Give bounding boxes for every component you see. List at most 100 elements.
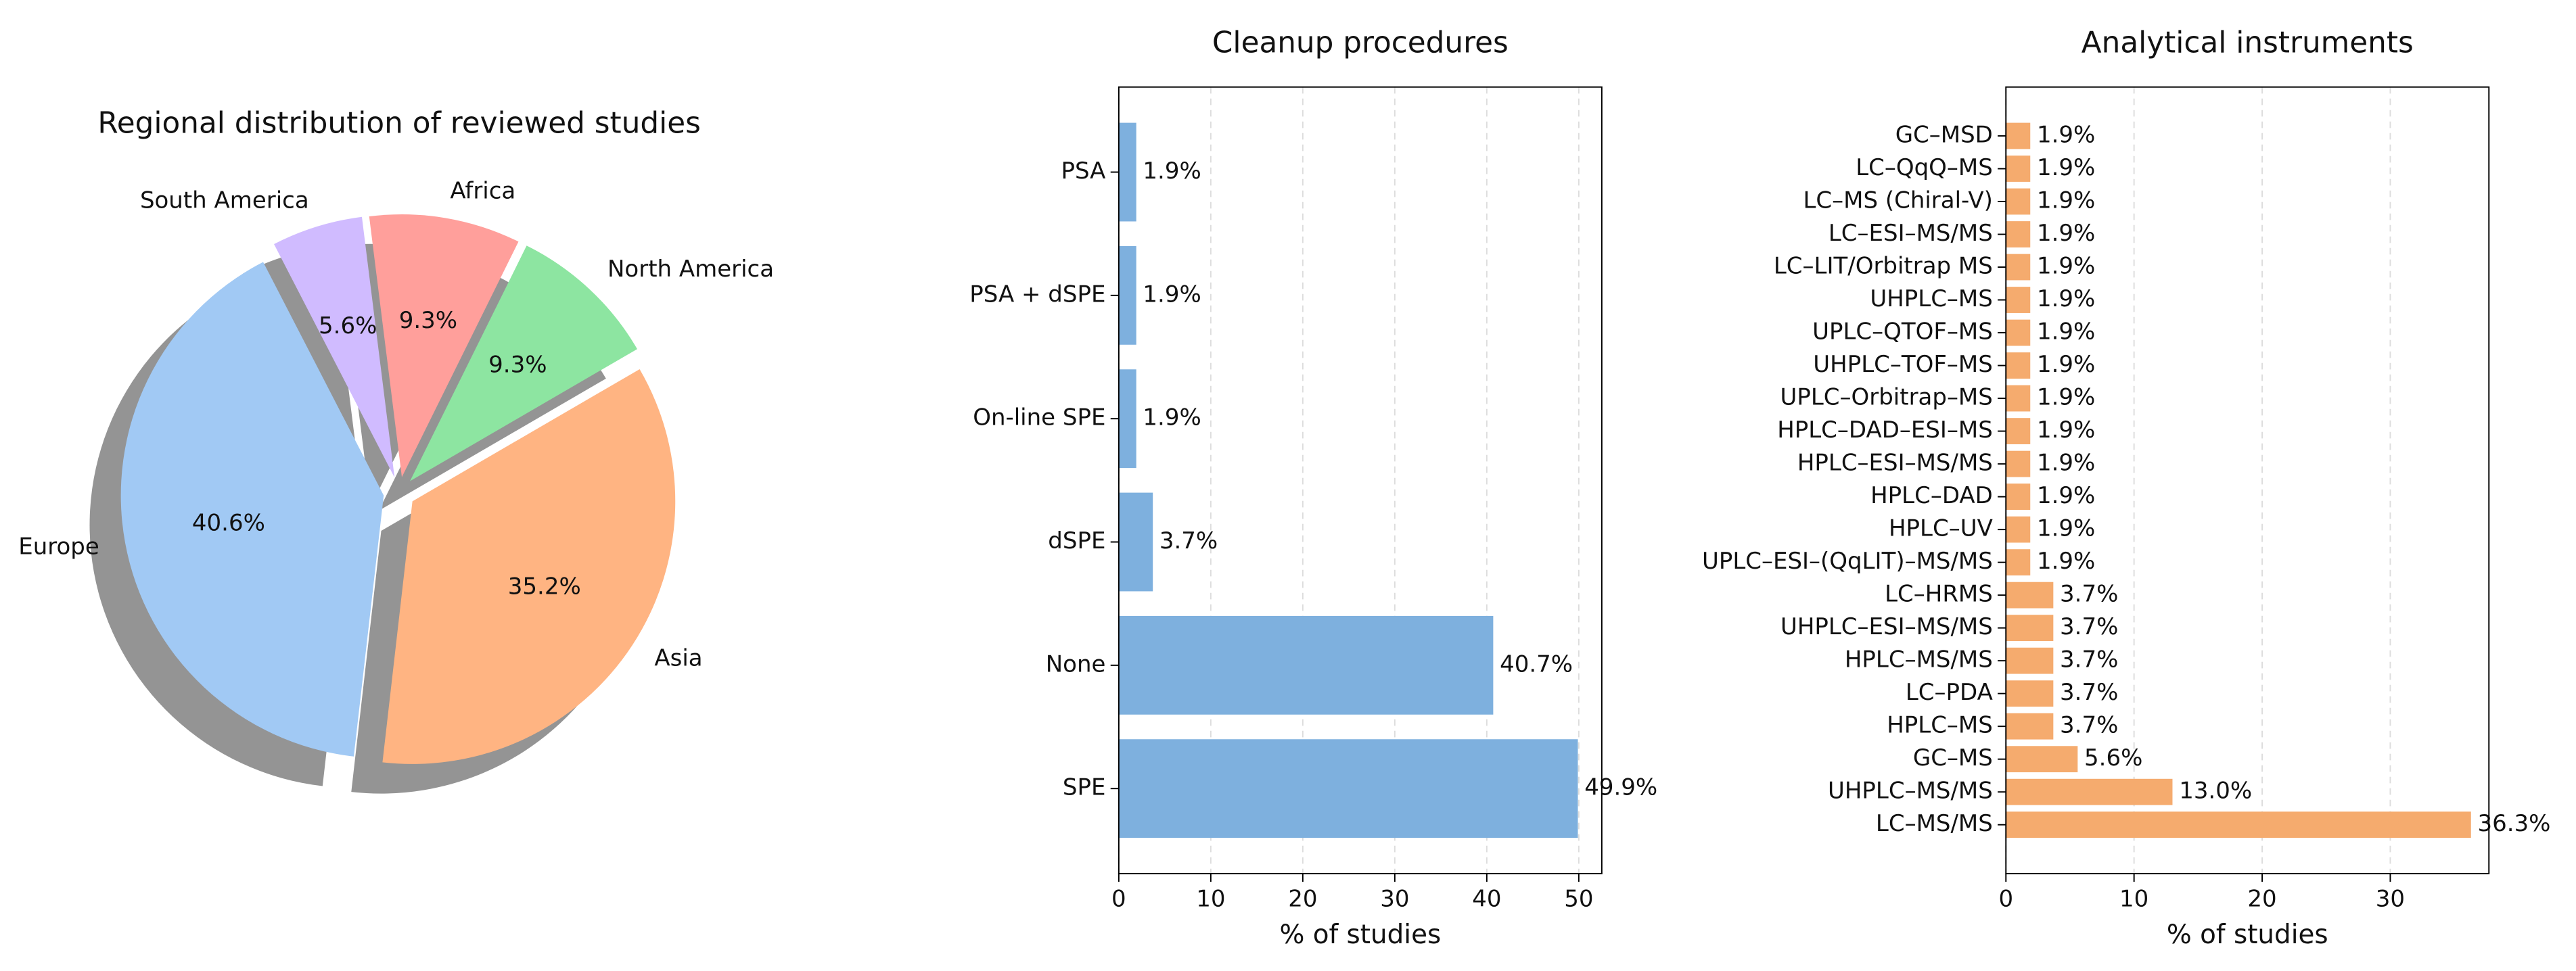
wedge-label: Asia	[654, 645, 702, 672]
y-tick-label: On-line SPE	[973, 404, 1105, 431]
wedge	[120, 262, 384, 757]
bar-value-label: 3.7%	[2060, 581, 2118, 608]
y-tick-label: UHPLC–MS	[1870, 285, 1992, 312]
wedge-label: South America	[140, 187, 309, 214]
bar	[2006, 450, 2031, 477]
wedge-value-label: 40.6%	[192, 509, 265, 536]
bar	[2006, 418, 2031, 444]
wedge-label: Europe	[18, 533, 99, 560]
y-tick-label: LC–QqQ–MS	[1856, 154, 1993, 181]
wedge	[369, 214, 519, 477]
wedge-value-label: 9.3%	[399, 307, 457, 334]
axes-frame	[1118, 86, 1603, 874]
bar	[1118, 492, 1153, 592]
x-tick-label: 30	[2376, 885, 2405, 912]
y-tick-label: LC–ESI–MS/MS	[1828, 220, 1993, 247]
y-tick-label: HPLC–MS	[1887, 712, 1993, 739]
bar	[1118, 122, 1136, 222]
y-tick-label: UPLC–Orbitrap–MS	[1780, 384, 1993, 411]
bar	[2006, 680, 2054, 707]
bar	[1118, 615, 1494, 715]
wedge-value-label: 5.6%	[319, 312, 377, 339]
bar-value-label: 1.9%	[2037, 187, 2095, 214]
y-tick-label: HPLC–DAD–ESI–MS	[1777, 417, 1993, 444]
bar	[2006, 549, 2031, 576]
wedge-label: North America	[607, 256, 774, 283]
y-tick-label: GC–MS	[1913, 744, 1993, 772]
bar	[2006, 615, 2054, 642]
x-tick-label: 50	[1564, 885, 1593, 912]
y-tick-label: LC–PDA	[1906, 679, 1993, 706]
bar	[1118, 369, 1136, 469]
y-tick-label: UPLC–ESI–(QqLIT)–MS/MS	[1702, 548, 1993, 575]
x-tick-label: 30	[1380, 885, 1409, 912]
bar-value-label: 13.0%	[2179, 778, 2252, 805]
y-tick-label: HPLC–DAD	[1870, 482, 1993, 509]
bar	[2006, 319, 2031, 346]
x-tick-label: 10	[2119, 885, 2148, 912]
bar-value-label: 3.7%	[2060, 613, 2118, 640]
bar	[2006, 156, 2031, 182]
bar-value-label: 1.9%	[1143, 281, 1201, 308]
bar	[2006, 483, 2031, 511]
bar-value-label: 1.9%	[1143, 404, 1201, 431]
wedge	[382, 369, 676, 764]
bar	[2006, 221, 2031, 247]
x-tick-label: 10	[1196, 885, 1225, 912]
wedge-value-label: 9.3%	[488, 352, 547, 379]
y-tick-label: HPLC–UV	[1889, 515, 1993, 542]
bar-value-label: 1.9%	[2037, 351, 2095, 378]
bar	[2006, 287, 2031, 313]
axes-frame	[2005, 86, 2490, 874]
y-tick-label: UHPLC–TOF–MS	[1813, 351, 1993, 378]
bar	[2006, 647, 2054, 674]
x-tick-label: 40	[1472, 885, 1501, 912]
bar-value-label: 1.9%	[2037, 253, 2095, 280]
y-tick-label: dSPE	[1048, 527, 1105, 554]
bar	[2006, 811, 2471, 838]
chart-title: Analytical instruments	[2082, 26, 2414, 60]
bar	[2006, 516, 2031, 543]
bar-value-label: 3.7%	[2060, 712, 2118, 739]
bar-value-label: 3.7%	[2060, 679, 2118, 706]
bar	[2006, 582, 2054, 609]
y-tick-label: LC–MS (Chiral-V)	[1803, 187, 1993, 214]
y-tick-label: UHPLC–MS/MS	[1828, 778, 1993, 805]
x-tick-label: 20	[2247, 885, 2276, 912]
bar	[2006, 254, 2031, 281]
bar-value-label: 1.9%	[1143, 158, 1201, 185]
bar-value-label: 3.7%	[2060, 646, 2118, 673]
bar-value-label: 1.9%	[2037, 482, 2095, 509]
bar-value-label: 1.9%	[2037, 417, 2095, 444]
bar-value-label: 1.9%	[2037, 384, 2095, 411]
bar-value-label: 1.9%	[2037, 121, 2095, 148]
y-tick-label: UHPLC–ESI–MS/MS	[1780, 613, 1993, 640]
y-tick-label: SPE	[1063, 774, 1106, 801]
bar-value-label: 40.7%	[1500, 650, 1573, 678]
x-tick-label: 0	[1111, 885, 1126, 912]
wedge-label: Africa	[450, 178, 515, 205]
bar-value-label: 1.9%	[2037, 548, 2095, 575]
bar	[1118, 739, 1578, 838]
x-tick-label: 20	[1288, 885, 1317, 912]
bar	[2006, 188, 2031, 215]
y-tick-label: LC–HRMS	[1885, 581, 1993, 608]
bar-value-label: 5.6%	[2084, 744, 2142, 772]
y-tick-label: LC–LIT/Orbitrap MS	[1774, 253, 1993, 280]
y-tick-label: None	[1046, 650, 1106, 678]
wedge	[410, 245, 637, 481]
bar-value-label: 49.9%	[1584, 774, 1657, 801]
y-tick-label: LC–MS/MS	[1876, 810, 1993, 837]
y-tick-label: HPLC–MS/MS	[1845, 646, 1993, 673]
chart-title: Cleanup procedures	[1212, 26, 1509, 60]
y-tick-label: UPLC–QTOF–MS	[1812, 318, 1993, 346]
bar	[2006, 713, 2054, 740]
bar-value-label: 1.9%	[2037, 450, 2095, 477]
bar	[2006, 122, 2031, 149]
y-tick-label: HPLC–ESI–MS/MS	[1797, 450, 1993, 477]
wedge-value-label: 35.2%	[508, 573, 581, 600]
wedge	[274, 216, 395, 478]
x-axis-label: % of studies	[2167, 920, 2328, 950]
